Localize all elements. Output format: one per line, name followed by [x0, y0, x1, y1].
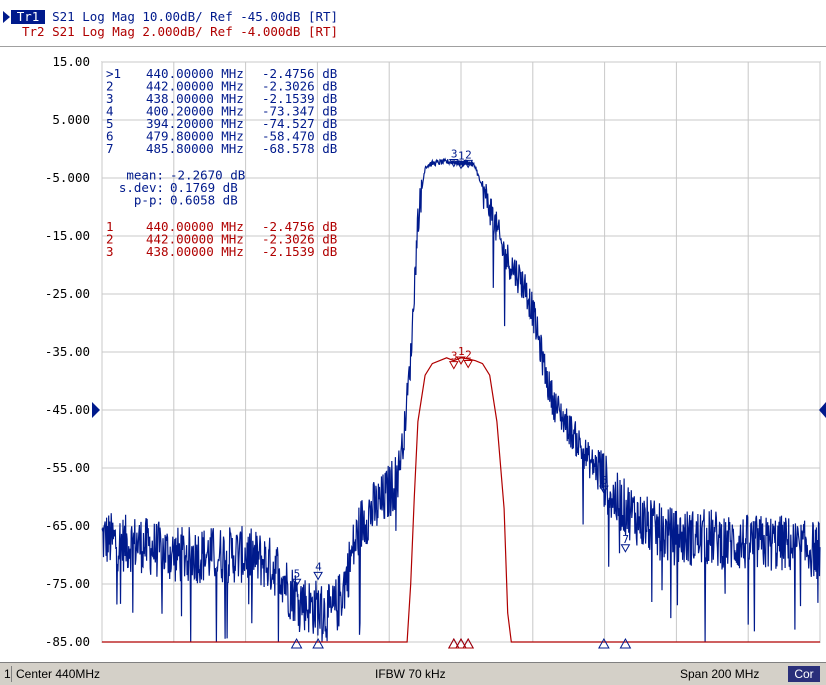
tr1-marker-id: 5: [106, 116, 114, 131]
marker-label: 3: [451, 147, 458, 160]
trace1-settings: S21 Log Mag 10.00dB/ Ref -45.00dB [RT]: [44, 9, 339, 24]
y-tick-label: -55.00: [45, 460, 90, 475]
marker-tr2-3[interactable]: [448, 361, 459, 370]
status-separator: [11, 666, 12, 682]
y-tick-label: -5.000: [45, 170, 90, 185]
marker-stimulus-triangle-icon[interactable]: [598, 637, 610, 649]
y-tick-label: 15.00: [52, 54, 90, 69]
trace-tr2-line: [102, 357, 820, 643]
reference-level-left-arrow-icon[interactable]: [92, 402, 100, 418]
ifbw-setting[interactable]: IFBW 70 kHz: [375, 667, 446, 681]
marker-label: 7: [622, 533, 629, 546]
marker-tr1-2[interactable]: [463, 159, 474, 169]
y-tick-label: -75.00: [45, 576, 90, 591]
active-trace-arrow-icon: [3, 11, 10, 23]
tr2-marker-id: 1: [106, 219, 114, 234]
marker-label: 3: [451, 350, 458, 363]
chart-canvas: 15.00 5.000 -5.000 -15.00 -25.00 -35.00 -45.00…: [45, 54, 826, 649]
correction-indicator[interactable]: Cor: [788, 666, 820, 682]
marker-tr1-6[interactable]: [599, 485, 609, 495]
tr1-marker-freq: 440.00000 MHz: [146, 66, 244, 81]
trace2-title[interactable]: Tr2 S21 Log Mag 2.000dB/ Ref -4.000dB [R…: [22, 24, 339, 39]
tr1-marker-id: >1: [106, 66, 121, 81]
status-bar: 1 Center 440MHz IFBW 70 kHz Span 200 MHz…: [0, 662, 826, 685]
marker-stimulus-triangle-icon[interactable]: [455, 637, 467, 649]
marker-stimulus-triangle-icon[interactable]: [619, 637, 632, 649]
y-tick-label: -15.00: [45, 228, 90, 243]
trace-header: Tr1 Tr1 S21 Log Mag 10.00dB/ Ref -45.00d…: [0, 0, 826, 47]
marker-label: 6: [601, 474, 608, 487]
trace1-selector[interactable]: Tr1: [11, 10, 45, 24]
tr1-marker-value: -73.347 dB: [262, 104, 337, 119]
marker-tr1-1[interactable]: [456, 160, 466, 170]
tr2-marker-freq: 440.00000 MHz: [146, 219, 244, 234]
stat-value: 0.6058 dB: [170, 193, 238, 208]
marker-tr2-2[interactable]: [463, 359, 474, 369]
y-tick-label: 5.000: [52, 112, 90, 127]
stat-value: -2.2670 dB: [170, 168, 245, 183]
marker-stimulus-triangle-icon[interactable]: [312, 637, 324, 649]
marker-label: 1: [458, 345, 465, 358]
y-tick-label: -25.00: [45, 286, 90, 301]
stat-label: s.dev:: [119, 180, 164, 195]
tr1-marker-id: 4: [106, 104, 114, 119]
tr1-marker-id: 7: [106, 141, 114, 156]
y-tick-label: -45.00: [45, 402, 90, 417]
marker-stimulus-triangle-icon[interactable]: [462, 637, 475, 649]
trace-tr1-line: [101, 157, 821, 643]
y-tick-label: -65.00: [45, 518, 90, 533]
tr1-marker-freq: 442.00000 MHz: [146, 79, 244, 94]
tr1-marker-id: 2: [106, 79, 114, 94]
tr2-marker-value: -2.1539 dB: [262, 244, 337, 259]
tr2-marker-value: -2.3026 dB: [262, 232, 337, 247]
tr2-marker-value: -2.4756 dB: [262, 219, 337, 234]
marker-label: 2: [465, 148, 472, 161]
marker-label: 1: [458, 149, 465, 162]
y-tick-label: -35.00: [45, 344, 90, 359]
tr2-marker-freq: 438.00000 MHz: [146, 244, 244, 259]
tr2-marker-id: 2: [106, 232, 114, 247]
marker-tr1-3[interactable]: [448, 158, 459, 168]
tr1-marker-id: 6: [106, 129, 114, 144]
marker-tr1-5[interactable]: [291, 578, 302, 588]
y-tick-label: -85.00: [45, 634, 90, 649]
tr2-marker-freq: 442.00000 MHz: [146, 232, 244, 247]
tr2-marker-id: 3: [106, 244, 114, 259]
tr1-marker-value: -74.527 dB: [262, 116, 337, 131]
stat-label: p-p:: [134, 193, 164, 208]
marker-tr1-4[interactable]: [313, 571, 323, 581]
marker-stimulus-triangle-icon[interactable]: [447, 637, 460, 649]
tr1-marker-value: -2.3026 dB: [262, 79, 337, 94]
marker-label: 5: [294, 567, 301, 580]
center-frequency[interactable]: Center 440MHz: [16, 667, 101, 681]
tr1-marker-freq: 479.80000 MHz: [146, 129, 244, 144]
tr1-marker-value: -58.470 dB: [262, 129, 337, 144]
tr1-marker-freq: 394.20000 MHz: [146, 116, 244, 131]
marker-tr2-1[interactable]: [456, 356, 466, 365]
marker-stimulus-triangle-icon[interactable]: [290, 637, 303, 649]
tr1-marker-id: 3: [106, 91, 114, 106]
marker-tr1-7[interactable]: [620, 544, 631, 553]
tr1-marker-freq: 485.80000 MHz: [146, 141, 244, 156]
tr1-marker-value: -2.1539 dB: [262, 91, 337, 106]
tr1-marker-freq: 400.20000 MHz: [146, 104, 244, 119]
marker-label: 4: [315, 560, 322, 573]
trace1-title[interactable]: Tr1 S21 Log Mag 10.00dB/ Ref -45.00dB [R…: [22, 10, 338, 24]
marker-label: 2: [465, 348, 472, 361]
reference-level-right-arrow-icon[interactable]: [819, 402, 826, 418]
channel-number[interactable]: 1: [4, 667, 11, 681]
tr1-marker-freq: 438.00000 MHz: [146, 91, 244, 106]
tr1-marker-value: -2.4756 dB: [262, 66, 337, 81]
tr1-marker-value: -68.578 dB: [262, 141, 337, 156]
stat-value: 0.1769 dB: [170, 180, 238, 195]
stat-label: mean:: [126, 168, 164, 183]
span-setting[interactable]: Span 200 MHz: [680, 667, 760, 681]
